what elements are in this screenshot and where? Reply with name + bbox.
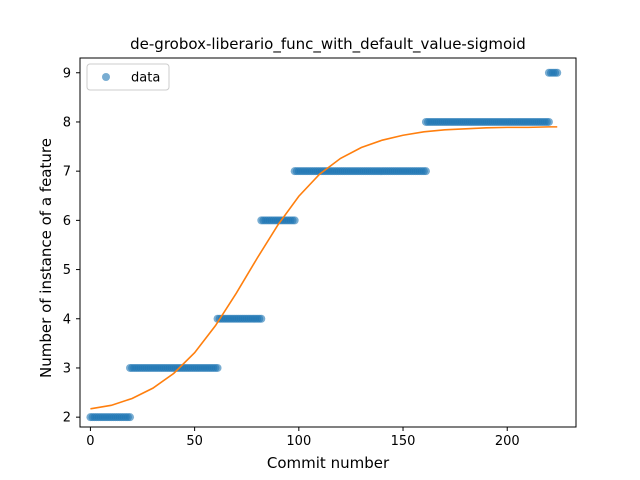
y-tick-label: 7 (63, 165, 71, 180)
x-tick-label: 150 (391, 434, 416, 449)
legend-label: data (131, 71, 160, 86)
y-tick-label: 8 (63, 115, 71, 130)
y-axis-title: Number of instance of a feature (37, 138, 55, 378)
data-point (544, 117, 553, 126)
y-tick-label: 3 (63, 361, 71, 376)
data-point (290, 216, 299, 225)
legend-marker (102, 73, 110, 81)
data-point (126, 413, 135, 422)
data-point (553, 68, 562, 77)
y-tick-label: 4 (63, 312, 71, 327)
x-tick-label: 200 (495, 434, 520, 449)
legend-box (86, 63, 170, 91)
data-point (421, 167, 430, 176)
y-tick-label: 6 (63, 214, 71, 229)
plot-area (86, 68, 562, 422)
axes-frame (79, 57, 577, 428)
data-point (213, 363, 222, 372)
legend: data (86, 63, 170, 91)
x-tick-label: 50 (186, 434, 203, 449)
axes: 0 50 100 150 200 2 3 4 5 6 7 8 9 (63, 57, 577, 449)
data-point (257, 314, 266, 323)
x-tick-label: 0 (86, 434, 94, 449)
y-tick-label: 9 (63, 66, 71, 81)
x-axis-title: Commit number (267, 454, 390, 472)
sigmoid-fit-line (90, 126, 558, 410)
x-tick-label: 100 (286, 434, 311, 449)
y-tick-label: 2 (63, 411, 71, 426)
y-tick-label: 5 (63, 263, 71, 278)
chart-title: de-grobox-liberario_func_with_default_va… (130, 35, 526, 54)
